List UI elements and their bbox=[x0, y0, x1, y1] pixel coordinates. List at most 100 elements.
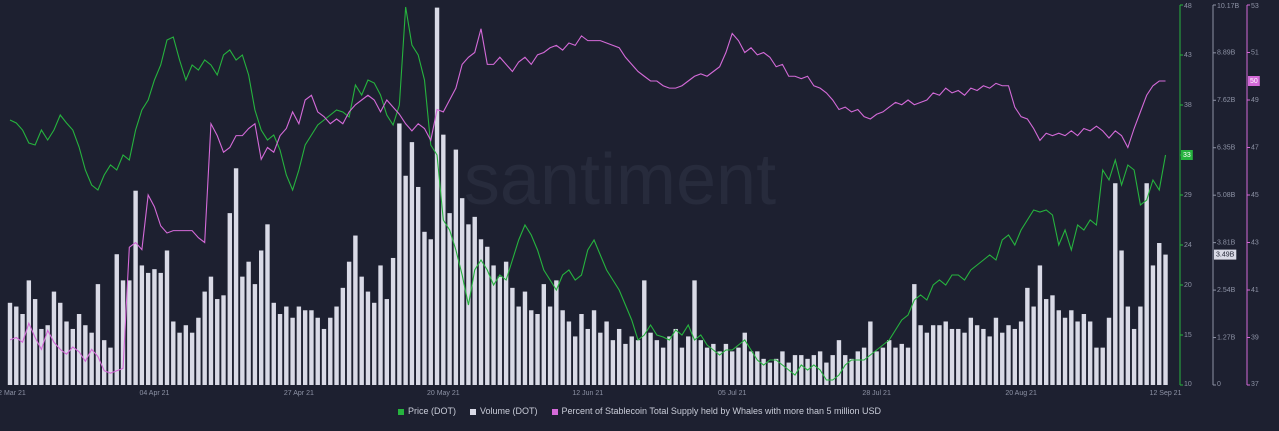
volume-bar bbox=[805, 358, 810, 385]
volume-bar bbox=[585, 328, 590, 385]
volume-bar bbox=[761, 358, 766, 385]
volume-bar bbox=[547, 306, 553, 385]
volume-bar bbox=[365, 291, 371, 385]
volume-bar bbox=[516, 306, 521, 385]
volume-bar bbox=[1094, 347, 1099, 385]
y-tick-label: 3.81B bbox=[1217, 239, 1236, 246]
volume-bar bbox=[830, 355, 835, 385]
volume-bar bbox=[1163, 254, 1168, 385]
volume-bar bbox=[1075, 321, 1080, 385]
legend: Price (DOT) Volume (DOT) Percent of Stable… bbox=[0, 406, 1279, 416]
volume-bar bbox=[1056, 310, 1061, 385]
legend-label: Volume (DOT) bbox=[479, 406, 538, 416]
volume-bar bbox=[277, 314, 283, 385]
volume-bar bbox=[64, 321, 69, 385]
x-tick-label: 04 Apr 21 bbox=[139, 390, 169, 397]
volume-bar bbox=[1000, 332, 1005, 385]
legend-item[interactable]: Price (DOT) bbox=[397, 406, 456, 416]
volume-bar bbox=[893, 347, 898, 385]
volume-bar bbox=[120, 280, 126, 385]
volume-bar bbox=[189, 332, 195, 385]
volume-bar bbox=[529, 310, 534, 385]
badge-box bbox=[1248, 76, 1260, 86]
last-value-badge: 50 bbox=[1248, 76, 1260, 86]
volume-bar bbox=[76, 314, 82, 385]
y-tick-label: 29 bbox=[1184, 192, 1192, 199]
volume-bar bbox=[409, 142, 415, 385]
volume-bar bbox=[811, 355, 817, 385]
y-tick-label: 49 bbox=[1251, 97, 1259, 104]
volume-bar bbox=[51, 291, 57, 385]
x-tick-label: 20 Aug 21 bbox=[1005, 390, 1037, 397]
volume-bar bbox=[7, 302, 13, 385]
volume-bar bbox=[824, 362, 829, 385]
volume-bar bbox=[459, 198, 465, 385]
volume-bar bbox=[974, 325, 980, 385]
volume-bar bbox=[887, 340, 892, 385]
volume-bar bbox=[20, 314, 25, 385]
volume-bar bbox=[346, 261, 352, 385]
volume-bar bbox=[981, 328, 986, 385]
volume-bar bbox=[843, 355, 848, 385]
volume-bar bbox=[334, 306, 339, 385]
volume-bar bbox=[573, 336, 578, 385]
y-tick-label: 10 bbox=[1184, 381, 1192, 388]
volume-bar bbox=[912, 284, 917, 385]
volume-bar bbox=[742, 332, 747, 385]
volume-bar bbox=[208, 276, 214, 385]
volume-bar bbox=[510, 287, 515, 385]
volume-bar bbox=[1025, 287, 1030, 385]
legend-swatch bbox=[551, 408, 558, 415]
volume-bar bbox=[246, 261, 251, 385]
volume-bar bbox=[221, 295, 226, 385]
volume-bar bbox=[202, 291, 207, 385]
volume-bar bbox=[993, 317, 999, 385]
volume-bar bbox=[836, 340, 842, 385]
volume-bar bbox=[164, 250, 170, 385]
volume-bar bbox=[767, 362, 773, 385]
volume-bar bbox=[956, 328, 961, 385]
volume-bar bbox=[328, 317, 333, 385]
legend-item[interactable]: Percent of Stablecoin Total Supply held … bbox=[551, 406, 881, 416]
volume-bar bbox=[949, 328, 955, 385]
volume-bar bbox=[453, 149, 459, 385]
volume-bar bbox=[930, 325, 936, 385]
volume-bar bbox=[686, 336, 691, 385]
volume-bar bbox=[535, 314, 540, 385]
volume-bar bbox=[654, 340, 660, 385]
volume-bar bbox=[233, 168, 239, 385]
volume-bar bbox=[296, 306, 302, 385]
volume-bar bbox=[158, 272, 163, 385]
volume-bar bbox=[127, 280, 132, 385]
volume-bar bbox=[252, 284, 258, 385]
volume-bar bbox=[943, 321, 948, 385]
volume-bar bbox=[987, 336, 992, 385]
y-tick-label: 47 bbox=[1251, 144, 1259, 151]
volume-bar bbox=[918, 325, 923, 385]
volume-bar bbox=[560, 310, 565, 385]
volume-bar bbox=[472, 216, 477, 385]
volume-bar bbox=[610, 340, 616, 385]
volume-bar bbox=[648, 332, 653, 385]
legend-item[interactable]: Volume (DOT) bbox=[469, 406, 538, 416]
volume-bar bbox=[711, 343, 716, 385]
series-line bbox=[9, 28, 1166, 374]
volume-bar bbox=[1157, 243, 1162, 385]
y-tick-label: 37 bbox=[1251, 381, 1259, 388]
volume-bar bbox=[660, 347, 666, 385]
chart: santiment 10 15 20 24 29 33 38 43 48 0 1.27B 2.54B 3… bbox=[0, 3, 1260, 397]
volume-bar bbox=[748, 351, 754, 385]
volume-bar bbox=[196, 317, 201, 385]
volume-bar bbox=[937, 325, 942, 385]
y-tick-label: 5.08B bbox=[1217, 192, 1236, 199]
volume-bar bbox=[924, 332, 930, 385]
volume-bar bbox=[1106, 317, 1112, 385]
y-tick-label: 6.35B bbox=[1217, 145, 1236, 152]
volume-bar bbox=[478, 239, 484, 385]
volume-bar bbox=[353, 235, 358, 385]
volume-bar bbox=[1087, 321, 1093, 385]
volume-bar bbox=[45, 325, 50, 385]
volume-bar bbox=[541, 284, 546, 385]
volume-bar bbox=[736, 347, 741, 385]
volume-bar bbox=[491, 265, 496, 385]
